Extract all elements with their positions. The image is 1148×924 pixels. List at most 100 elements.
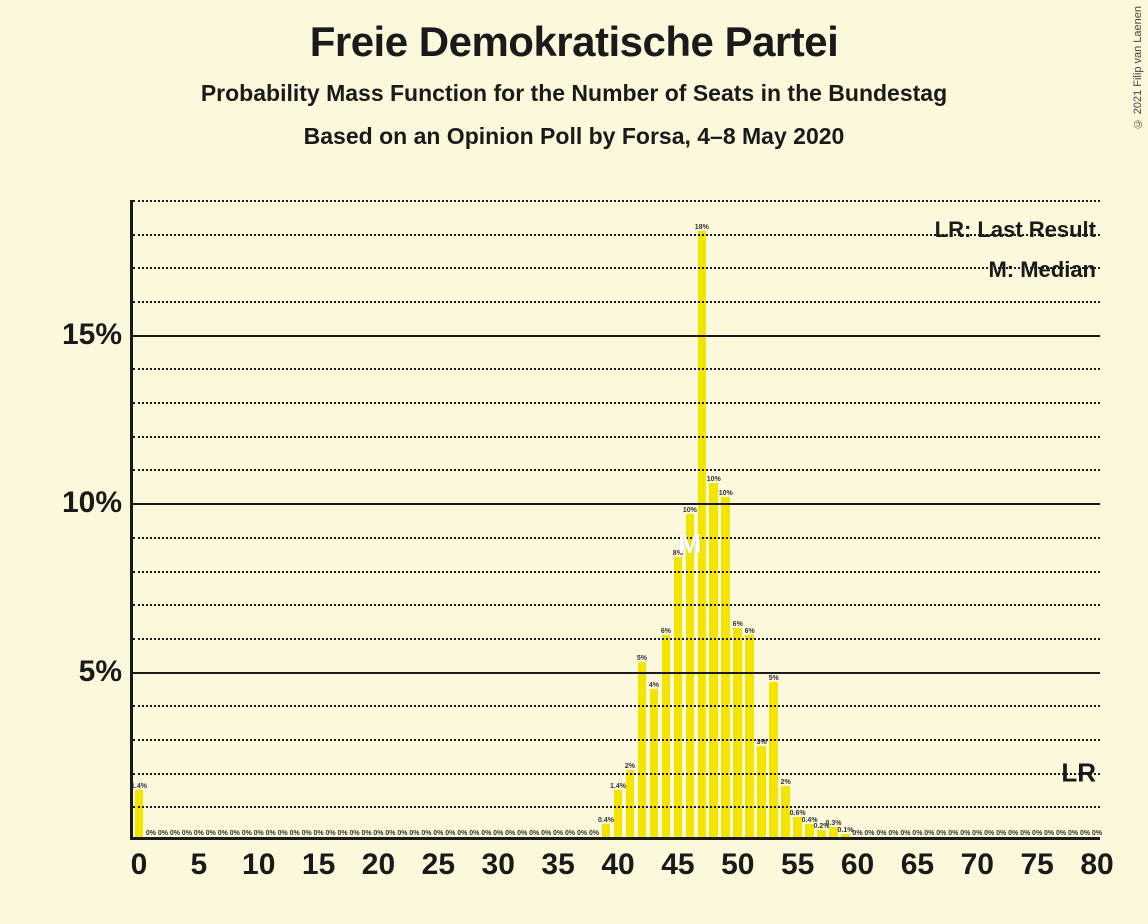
bar-value-label: 0% (912, 830, 922, 837)
bar: 0.1% (841, 834, 850, 837)
copyright-text: © 2021 Filip van Laenen (1132, 6, 1144, 129)
bar-value-label: 0% (1080, 830, 1090, 837)
bar: 4% (650, 689, 659, 837)
bar-value-label: 0% (206, 830, 216, 837)
gridline (133, 806, 1100, 808)
bar-value-label: 0% (302, 830, 312, 837)
bar-value-label: 0% (984, 830, 994, 837)
bar-value-label: 0% (589, 830, 599, 837)
bar: 3% (757, 746, 766, 837)
gridline (133, 705, 1100, 707)
x-axis-label: 45 (661, 848, 694, 882)
median-marker: M (678, 528, 701, 560)
legend-median: M: Median (988, 257, 1096, 283)
bar-value-label: 0% (266, 830, 276, 837)
chart-frame: © 2021 Filip van Laenen Freie Demokratis… (0, 0, 1148, 924)
bar-value-label: 0% (230, 830, 240, 837)
chart-area: 1.4%0%0%0%0%0%0%0%0%0%0%0%0%0%0%0%0%0%0%… (40, 200, 1100, 840)
bar-value-label: 0% (948, 830, 958, 837)
gridline (133, 368, 1100, 370)
bar-value-label: 0% (170, 830, 180, 837)
bar-value-label: 0% (936, 830, 946, 837)
bar: 1.4% (135, 790, 144, 837)
bar: 10% (721, 497, 730, 837)
bar-value-label: 0% (505, 830, 515, 837)
lr-marker: LR (1061, 757, 1096, 788)
bar-value-label: 0% (1056, 830, 1066, 837)
x-axis-label: 50 (721, 848, 754, 882)
bar-value-label: 0% (337, 830, 347, 837)
bar-value-label: 18% (695, 224, 709, 231)
bar-value-label: 0% (553, 830, 563, 837)
bar-value-label: 0% (326, 830, 336, 837)
bar-value-label: 0% (349, 830, 359, 837)
gridline (133, 200, 1100, 202)
bar-value-label: 0% (433, 830, 443, 837)
bar-value-label: 0% (158, 830, 168, 837)
y-axis-label: 15% (62, 318, 122, 352)
bar-value-label: 0% (242, 830, 252, 837)
chart-subtitle: Probability Mass Function for the Number… (0, 80, 1148, 107)
x-axis-label: 10 (242, 848, 275, 882)
x-axis-label: 65 (901, 848, 934, 882)
bar-value-label: 0% (409, 830, 419, 837)
bar: 0.2% (817, 830, 826, 837)
bar-value-label: 0% (888, 830, 898, 837)
bar: 1.4% (614, 790, 623, 837)
bar-value-label: 0% (385, 830, 395, 837)
x-axis-label: 20 (362, 848, 395, 882)
bar-value-label: 1.4% (610, 783, 626, 790)
gridline (133, 301, 1100, 303)
bar-value-label: 0% (146, 830, 156, 837)
bar-value-label: 10% (683, 507, 697, 514)
bar-value-label: 0% (1068, 830, 1078, 837)
bar-value-label: 0% (1008, 830, 1018, 837)
bar-value-label: 10% (707, 476, 721, 483)
bar-value-label: 0% (397, 830, 407, 837)
bar-value-label: 0% (529, 830, 539, 837)
bar-value-label: 0% (565, 830, 575, 837)
bar-value-label: 0% (254, 830, 264, 837)
chart-subtitle-2: Based on an Opinion Poll by Forsa, 4–8 M… (0, 123, 1148, 150)
gridline (133, 638, 1100, 640)
x-axis-label: 75 (1020, 848, 1053, 882)
bar-value-label: 0% (445, 830, 455, 837)
x-axis-label: 40 (601, 848, 634, 882)
x-axis-label: 25 (422, 848, 455, 882)
bar-value-label: 0% (996, 830, 1006, 837)
bar: 5% (638, 662, 647, 837)
gridline (133, 571, 1100, 573)
chart-title: Freie Demokratische Partei (0, 18, 1148, 66)
gridline (133, 537, 1100, 539)
gridline (133, 267, 1100, 269)
gridline (133, 773, 1100, 775)
bar-value-label: 0% (182, 830, 192, 837)
x-axis-label: 55 (781, 848, 814, 882)
gridline (133, 672, 1100, 674)
bar-value-label: 0.1% (838, 827, 854, 834)
bar-value-label: 0% (421, 830, 431, 837)
bar-value-label: 0% (373, 830, 383, 837)
bar-value-label: 2% (781, 779, 791, 786)
bar-value-label: 6% (733, 621, 743, 628)
bar-value-label: 0% (1092, 830, 1102, 837)
x-axis-label: 80 (1080, 848, 1113, 882)
x-axis-label: 0 (131, 848, 148, 882)
bar-value-label: 10% (719, 490, 733, 497)
bar: 2% (626, 770, 635, 837)
bar-value-label: 0% (577, 830, 587, 837)
bar-value-label: 0% (1020, 830, 1030, 837)
bar: 10% (686, 514, 695, 837)
gridline (133, 503, 1100, 505)
gridline (133, 436, 1100, 438)
y-axis-label: 5% (79, 655, 122, 689)
bar-value-label: 0% (194, 830, 204, 837)
bar-value-label: 0% (900, 830, 910, 837)
bar-value-label: 4% (649, 682, 659, 689)
gridline (133, 739, 1100, 741)
bar-value-label: 5% (637, 655, 647, 662)
x-axis-label: 35 (541, 848, 574, 882)
x-axis-label: 60 (841, 848, 874, 882)
bar-value-label: 0% (218, 830, 228, 837)
bar-value-label: 0% (852, 830, 862, 837)
